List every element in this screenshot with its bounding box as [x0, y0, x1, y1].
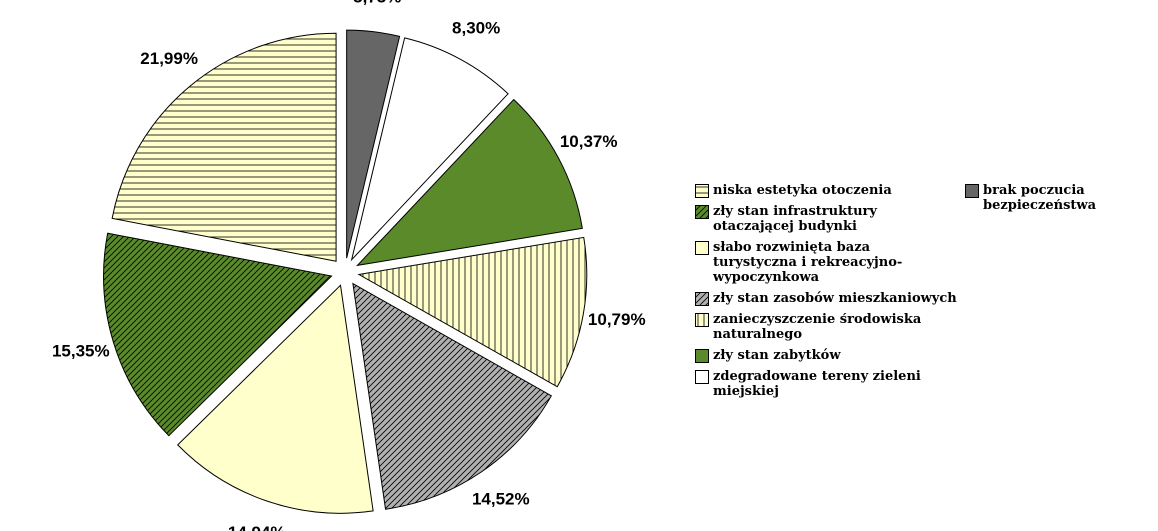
- slice-label: 15,35%: [52, 341, 110, 360]
- legend-swatch-rect: [695, 205, 709, 219]
- legend-swatch-rect: [695, 292, 709, 306]
- legend-column: brak poczucia bezpieczeństwa: [965, 183, 1155, 219]
- legend-item: zdegradowane tereny zieleni miejskiej: [695, 369, 957, 399]
- legend-swatch: [695, 205, 709, 219]
- legend-swatch-rect: [695, 349, 709, 363]
- legend-swatch-rect: [965, 184, 979, 198]
- legend-label: słabo rozwinięta baza turystyczna i rekr…: [713, 240, 903, 285]
- pie-slice: [177, 284, 374, 514]
- slice-label: 14,94%: [228, 523, 286, 531]
- legend-swatch: [695, 313, 709, 327]
- pie-slice: [346, 29, 401, 259]
- legend-swatch: [695, 292, 709, 306]
- pie-slice: [103, 232, 333, 437]
- legend-swatch-rect: [695, 241, 709, 255]
- legend-item: zły stan zabytków: [695, 348, 957, 363]
- slice-label: 3,73%: [353, 0, 401, 6]
- legend-swatch: [695, 241, 709, 255]
- pie-slice: [350, 37, 509, 262]
- slice-label: 14,52%: [472, 489, 530, 508]
- slice-label: 21,99%: [140, 49, 198, 68]
- pie-slice: [352, 282, 553, 510]
- legend-label: zdegradowane tereny zieleni miejskiej: [713, 369, 921, 399]
- legend-label: zły stan zasobów mieszkaniowych: [713, 291, 957, 306]
- legend-swatch-rect: [695, 313, 709, 327]
- legend-label: brak poczucia bezpieczeństwa: [983, 183, 1097, 213]
- legend-column: niska estetyka otoczenia zły stan infrast…: [695, 183, 957, 405]
- legend-item: zły stan zasobów mieszkaniowych: [695, 291, 957, 306]
- legend-item: zanieczyszczenie środowiska naturalnego: [695, 312, 957, 342]
- legend-swatch: [695, 349, 709, 363]
- legend-label: zły stan zabytków: [713, 348, 841, 363]
- legend-swatch: [965, 184, 979, 198]
- slice-label: 10,79%: [588, 310, 646, 329]
- legend-swatch: [695, 184, 709, 198]
- pie-slice: [111, 32, 337, 262]
- legend-item: brak poczucia bezpieczeństwa: [965, 183, 1155, 213]
- pie-slice: [355, 98, 583, 267]
- legend-swatch-rect: [695, 370, 709, 384]
- legend-item: niska estetyka otoczenia: [695, 183, 957, 198]
- slice-label: 8,30%: [452, 19, 500, 38]
- pie-slice: [357, 236, 588, 388]
- legend-label: zanieczyszczenie środowiska naturalnego: [713, 312, 922, 342]
- slice-label: 10,37%: [560, 132, 618, 151]
- legend-label: niska estetyka otoczenia: [713, 183, 892, 198]
- legend-label: zły stan infrastruktury otaczającej budy…: [713, 204, 877, 234]
- legend-swatch: [695, 370, 709, 384]
- legend-swatch-rect: [695, 184, 709, 198]
- legend-item: zły stan infrastruktury otaczającej budy…: [695, 204, 957, 234]
- legend-item: słabo rozwinięta baza turystyczna i rekr…: [695, 240, 957, 285]
